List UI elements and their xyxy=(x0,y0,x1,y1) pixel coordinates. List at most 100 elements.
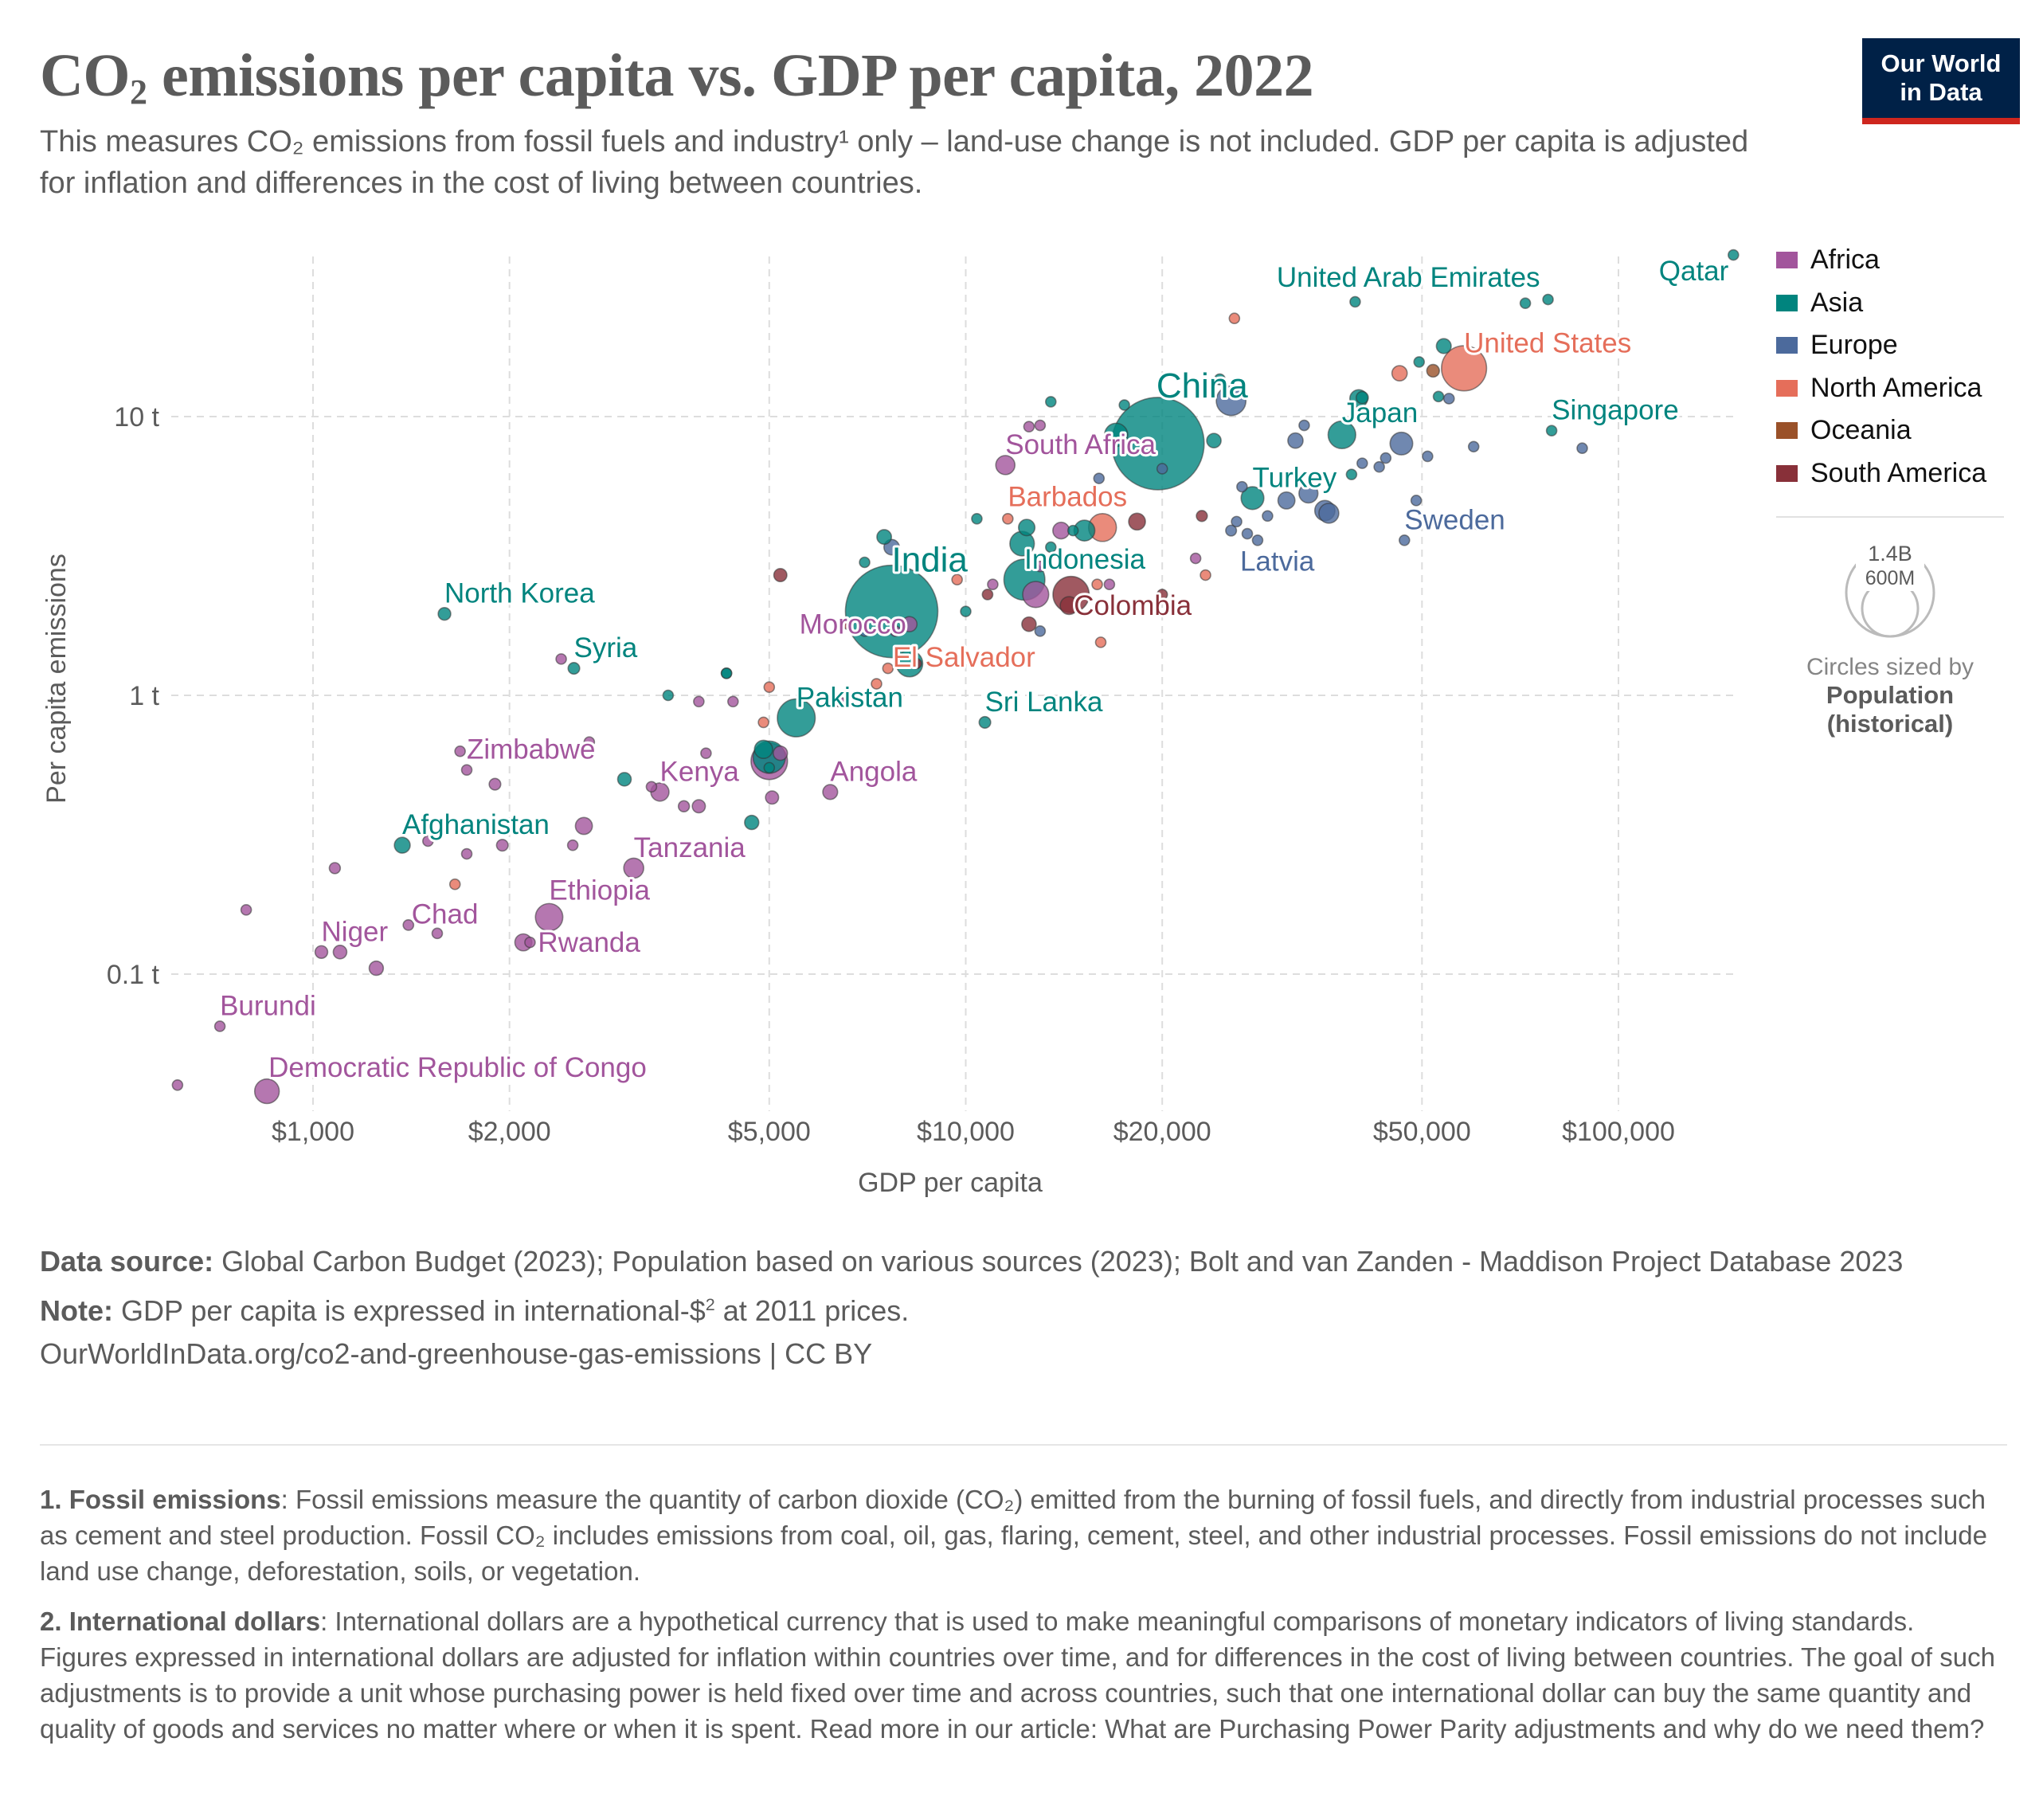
point-kuwait[interactable]: Kuwait xyxy=(1519,297,1532,310)
point-lebanon[interactable]: Lebanon xyxy=(971,512,983,525)
point-norway[interactable]: Norway xyxy=(1467,440,1480,453)
point-spain[interactable]: Spain xyxy=(1277,491,1296,510)
legend-item-asia[interactable]: Asia xyxy=(1776,282,1986,325)
point-central-african-republic[interactable]: Central African Republic xyxy=(240,904,252,916)
point-poland[interactable]: Poland xyxy=(1287,432,1304,449)
point-togo[interactable]: Togo xyxy=(583,736,596,748)
legend-item-north-america[interactable]: North America xyxy=(1776,367,1986,410)
point-barbados[interactable]: Barbados xyxy=(1002,512,1014,525)
point-ireland[interactable]: Ireland xyxy=(1422,450,1434,463)
point-hungary[interactable]: Hungary xyxy=(1262,510,1274,523)
owid-logo[interactable]: Our World in Data xyxy=(1862,38,2020,124)
point-brunei[interactable]: Brunei xyxy=(1432,390,1445,403)
point-uzbekistan[interactable]: Uzbekistan xyxy=(876,529,893,546)
point-cameroon[interactable]: Cameroon xyxy=(691,799,706,814)
point-cote-d-ivoire[interactable]: Cote d'Ivoire xyxy=(765,790,780,805)
point-democratic-republic-of-congo[interactable]: Democratic Republic of Congo xyxy=(253,1078,280,1105)
point-saudi-arabia[interactable]: Saudi Arabia xyxy=(1435,338,1452,354)
point-burundi[interactable]: Burundi xyxy=(213,1020,226,1032)
point-costa-rica[interactable]: Costa Rica xyxy=(1094,636,1107,648)
point-georgia[interactable]: Georgia xyxy=(1045,541,1057,554)
point-dominican-republic[interactable]: Dominican Republic xyxy=(1091,578,1103,591)
point-france[interactable]: France xyxy=(1318,503,1340,524)
point-luxembourg[interactable]: Luxembourg xyxy=(1576,442,1588,455)
source-url[interactable]: OurWorldInData.org/co2-and-greenhouse-ga… xyxy=(40,1337,873,1370)
point-philippines[interactable]: Philippines xyxy=(895,649,924,678)
point-azerbaijan[interactable]: Azerbaijan xyxy=(1066,524,1079,537)
point-zimbabwe[interactable]: Zimbabwe xyxy=(460,764,473,776)
point-pakistan[interactable]: Pakistan xyxy=(777,698,816,738)
point-canada[interactable]: Canada xyxy=(1391,365,1408,382)
point-nicaragua[interactable]: Nicaragua xyxy=(757,716,769,729)
point-madagascar[interactable]: Madagascar xyxy=(332,944,348,960)
point-iran[interactable]: Iran xyxy=(1104,422,1129,448)
note-footnote-ref[interactable]: 2 xyxy=(705,1294,715,1314)
point-eswatini[interactable]: Eswatini xyxy=(727,695,739,708)
point-portugal[interactable]: Portugal xyxy=(1241,527,1254,540)
point-haiti[interactable]: Haiti xyxy=(448,878,461,890)
point-bolivia[interactable]: Bolivia xyxy=(842,618,854,630)
point-south-africa[interactable]: South Africa xyxy=(995,455,1016,476)
point-algeria[interactable]: Algeria xyxy=(1052,521,1070,540)
point-united-arab-emirates[interactable]: United Arab Emirates xyxy=(1542,293,1554,306)
point-namibia[interactable]: Namibia xyxy=(889,625,902,637)
legend-item-south-america[interactable]: South America xyxy=(1776,452,1986,495)
point-benin[interactable]: Benin xyxy=(645,781,658,793)
point-sierra-leone[interactable]: Sierra Leone xyxy=(431,927,444,940)
point-gabon[interactable]: Gabon xyxy=(1103,578,1116,591)
point-ghana[interactable]: Ghana xyxy=(773,745,789,761)
point-libya[interactable]: Libya xyxy=(1034,419,1047,432)
point-latvia[interactable]: Latvia xyxy=(1251,534,1264,546)
point-italy[interactable]: Italy xyxy=(1298,483,1319,504)
point-croatia[interactable]: Croatia xyxy=(1231,515,1243,528)
point-denmark[interactable]: Denmark xyxy=(1410,495,1423,507)
point-mongolia[interactable]: Mongolia xyxy=(1045,396,1057,408)
point-liberia[interactable]: Liberia xyxy=(422,835,434,847)
point-syria[interactable]: Syria xyxy=(567,662,581,675)
point-uruguay[interactable]: Uruguay xyxy=(1156,589,1168,601)
point-sweden[interactable]: Sweden xyxy=(1398,534,1411,546)
point-australia[interactable]: Australia xyxy=(1426,363,1440,378)
point-guinea[interactable]: Guinea xyxy=(460,847,473,860)
legend-item-oceania[interactable]: Oceania xyxy=(1776,409,1986,452)
point-ecuador[interactable]: Ecuador xyxy=(981,589,994,601)
point-jordan[interactable]: Jordan xyxy=(960,605,972,617)
point-bahrain[interactable]: Bahrain xyxy=(1413,356,1426,368)
point-austria[interactable]: Austria xyxy=(1373,460,1385,473)
point-albania[interactable]: Albania xyxy=(1034,625,1047,637)
point-switzerland[interactable]: Switzerland xyxy=(1472,519,1485,530)
point-honduras[interactable]: Honduras xyxy=(763,681,776,694)
point-burkina-faso[interactable]: Burkina Faso xyxy=(495,839,509,852)
point-czechia[interactable]: Czechia xyxy=(1298,419,1310,432)
point-kyrgyzstan[interactable]: Kyrgyzstan xyxy=(720,667,733,679)
point-sri-lanka[interactable]: Sri Lanka xyxy=(978,715,992,729)
point-ethiopia[interactable]: Ethiopia xyxy=(534,902,564,932)
point-niger[interactable]: Niger xyxy=(314,945,329,959)
point-angola[interactable]: Angola xyxy=(822,784,839,800)
point-singapore[interactable]: Singapore xyxy=(1545,425,1558,437)
point-equatorial-guinea[interactable]: Equatorial Guinea xyxy=(1023,421,1035,432)
point-mali[interactable]: Mali xyxy=(488,777,502,791)
point-malaysia[interactable]: Malaysia xyxy=(1206,432,1222,449)
point-mauritania[interactable]: Mauritania xyxy=(693,695,705,708)
point-mozambique[interactable]: Mozambique xyxy=(368,960,385,977)
point-paraguay[interactable]: Paraguay xyxy=(910,657,922,670)
point-zambia[interactable]: Zambia xyxy=(677,800,691,813)
point-chad[interactable]: Chad xyxy=(402,918,415,931)
point-argentina[interactable]: Argentina xyxy=(1128,512,1146,531)
point-kazakhstan[interactable]: Kazakhstan xyxy=(1213,373,1226,386)
point-tajikistan[interactable]: Tajikistan xyxy=(662,689,675,702)
point-myanmar[interactable]: Myanmar xyxy=(753,739,773,760)
point-chile[interactable]: Chile xyxy=(1196,510,1208,523)
point-egypt[interactable]: Egypt xyxy=(1022,581,1050,609)
point-belgium[interactable]: Belgium xyxy=(1380,452,1392,464)
point-yemen[interactable]: Yemen xyxy=(744,814,760,831)
point-oman[interactable]: Oman xyxy=(1349,296,1361,308)
point-laos[interactable]: Laos xyxy=(859,556,871,569)
point-russia[interactable]: Russia xyxy=(1215,385,1247,417)
point-trinidad-and-tobago[interactable]: Trinidad and Tobago xyxy=(1228,312,1241,325)
point-turkmenistan[interactable]: Turkmenistan xyxy=(1118,399,1130,411)
point-sudan[interactable]: Sudan xyxy=(574,816,593,836)
point-jamaica[interactable]: Jamaica xyxy=(951,573,963,586)
point-north-korea[interactable]: North Korea xyxy=(437,607,452,621)
